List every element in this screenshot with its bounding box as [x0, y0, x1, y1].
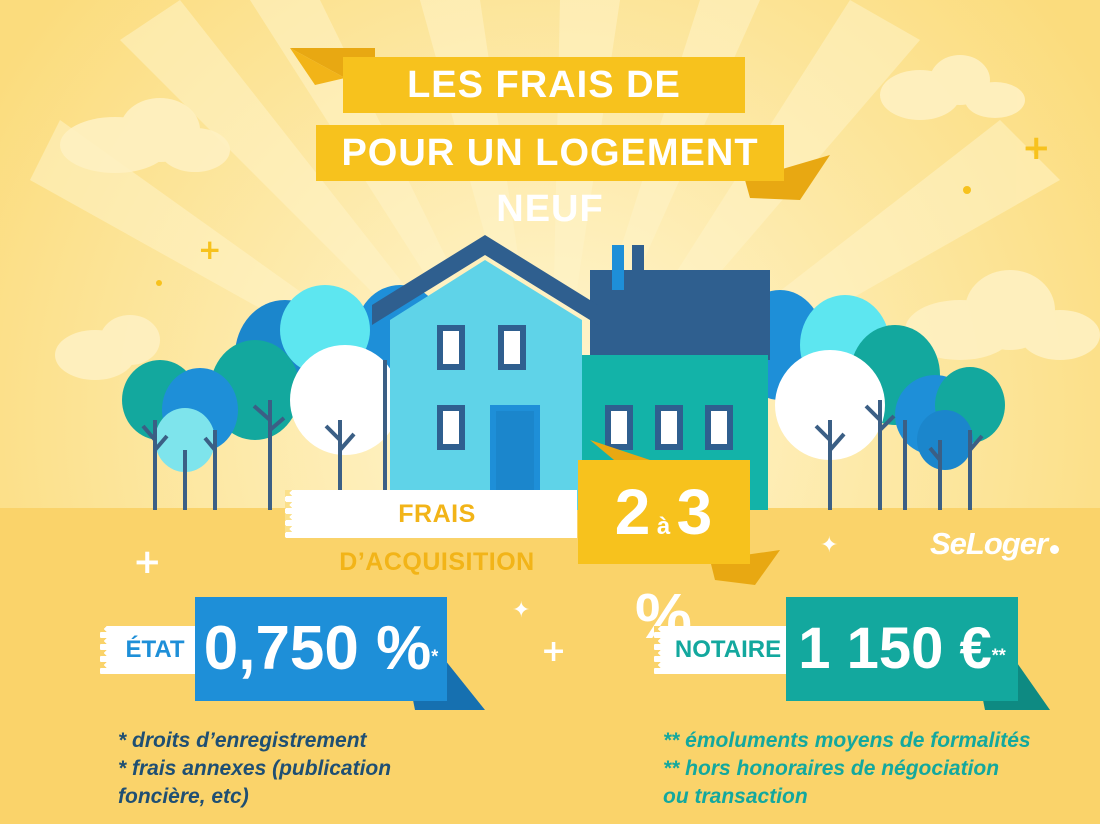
title-line-2: pour un logement neuf: [316, 125, 784, 230]
note-right-3: ou transaction: [663, 785, 808, 808]
acquisition-ribbon-tail: [590, 440, 650, 465]
etat-value-box: 0,750 %*: [195, 597, 447, 701]
title-line-1: Les frais de notaire: [343, 57, 745, 162]
notaire-value: 1 150 €: [798, 616, 992, 681]
brand-name: SeLoger: [930, 526, 1048, 561]
plus-sparkle-icon: +: [1022, 128, 1051, 168]
acquisition-value-sep: à: [656, 513, 672, 540]
plus-sparkle-icon: +: [198, 233, 222, 266]
note-left-3: foncière, etc): [118, 785, 249, 808]
twinkle-star-icon: ✦: [512, 598, 531, 623]
notes-left: * droits d’enregistrement * frais annexe…: [118, 727, 478, 811]
etat-label-box: État: [100, 626, 196, 674]
dot-sparkle: [156, 280, 162, 286]
notaire-value-box: 1 150 €**: [786, 597, 1018, 701]
notes-right: ** émoluments moyens de formalités ** ho…: [663, 727, 1093, 811]
twinkle-star-icon: ✦: [820, 533, 839, 558]
notaire-label-box: Notaire: [654, 626, 788, 674]
brand-dot-icon: [1050, 545, 1060, 554]
plus-sparkle-icon: +: [133, 542, 162, 582]
note-right-1: ** émoluments moyens de formalités: [663, 729, 1031, 752]
note-right-2: ** hors honoraires de négociation: [663, 757, 1000, 780]
acquisition-value-from: 2: [614, 476, 652, 548]
dot-sparkle: [963, 186, 971, 194]
plus-sparkle-icon: +: [541, 634, 567, 669]
acquisition-value-box: 2 à 3 %: [578, 460, 750, 652]
acquisition-label-box: Frais d’acquisition: [285, 490, 577, 576]
acquisition-label: Frais d’acquisition: [339, 500, 535, 576]
cloud-icon: [55, 55, 1100, 380]
etat-mark: *: [431, 646, 439, 667]
notaire-label: Notaire: [674, 636, 782, 663]
title-line-2-text: pour un logement neuf: [341, 132, 759, 230]
note-left-1: * droits d’enregistrement: [118, 729, 367, 752]
etat-value: 0,750 %: [203, 614, 432, 683]
seloger-logo: SeLoger: [930, 526, 1060, 562]
etat-label: État: [125, 636, 185, 663]
note-left-2: * frais annexes (publication: [118, 757, 392, 780]
notaire-mark: **: [991, 645, 1006, 666]
